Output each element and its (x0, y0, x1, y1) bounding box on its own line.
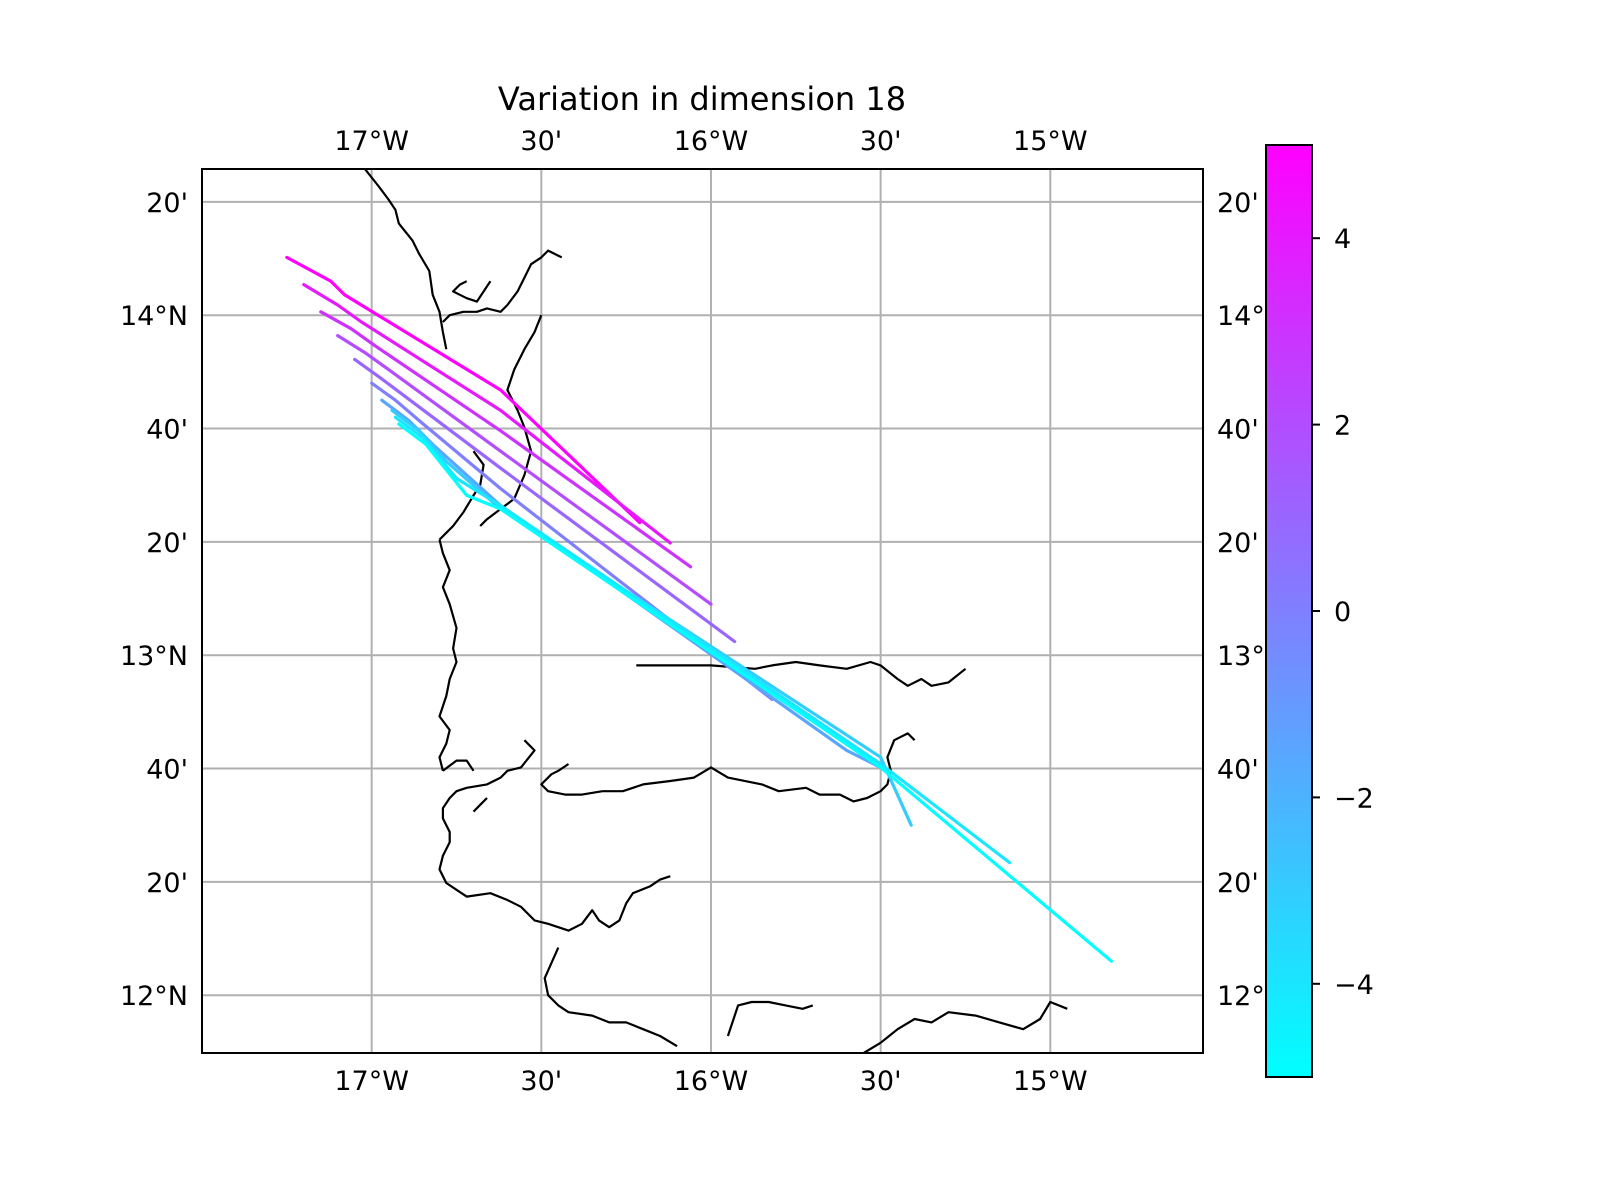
coastline-segment (472, 797, 488, 813)
lat-label-left: 20' (146, 868, 188, 899)
lon-label-top: 15°W (1013, 126, 1088, 157)
coastline-segment (438, 539, 458, 772)
colorbar-tick-label: 0 (1334, 597, 1351, 628)
coastline-segment (442, 249, 563, 323)
lon-label-top: 30' (860, 126, 902, 157)
colorbar-tick-label: 2 (1334, 411, 1351, 442)
coastline-segment (543, 947, 678, 1048)
lat-label-left: 40' (146, 415, 188, 446)
lat-label-right: 13° (1217, 641, 1265, 672)
lat-label-right: 14° (1217, 301, 1265, 332)
track-line (302, 283, 672, 545)
track-line (380, 398, 883, 769)
colorbar-ticks: 4 2 0 −2 −4 (1312, 224, 1374, 1001)
track-line (353, 357, 737, 644)
lon-label-bottom: 15°W (1013, 1066, 1088, 1097)
track-lines (285, 255, 1113, 963)
lat-label-right: 20' (1217, 528, 1259, 559)
lat-label-left: 13°N (120, 641, 188, 672)
track-line (397, 422, 1113, 963)
map-frame (201, 168, 1204, 1054)
lon-label-bottom: 30' (520, 1066, 562, 1097)
lon-label-bottom: 17°W (334, 1066, 409, 1097)
lat-label-left: 14°N (120, 301, 188, 332)
track-line (390, 408, 913, 827)
coastline-segment (863, 1000, 1068, 1053)
map-tick-labels: 17°W 17°W 30' 30' 16°W 16°W 30' 30' 15°W 15°W 20' 1… (120, 126, 1265, 1097)
lon-label-top: 30' (520, 126, 562, 157)
lat-label-right: 20' (1217, 868, 1259, 899)
lat-label-left: 40' (146, 755, 188, 786)
lon-label-bottom: 16°W (674, 1066, 749, 1097)
coastline-segment (438, 450, 485, 541)
colorbar-tick-label: −2 (1334, 783, 1374, 814)
coastline-segment (442, 759, 475, 772)
coastline-segment (726, 1000, 814, 1037)
lat-label-left: 12°N (120, 981, 188, 1012)
colorbar: 4 2 0 −2 −4 (1265, 144, 1374, 1078)
track-line (336, 334, 713, 606)
lon-label-bottom: 30' (860, 1066, 902, 1097)
colorbar-tick-label: 4 (1334, 224, 1351, 255)
colorbar-gradient (1265, 144, 1313, 1078)
lon-label-top: 16°W (674, 126, 749, 157)
coastline-segment (438, 739, 671, 932)
track-line (319, 310, 693, 569)
track-line (393, 415, 1012, 865)
coastline-segment (452, 280, 492, 303)
coastline (364, 169, 1068, 1053)
lat-label-left: 20' (146, 188, 188, 219)
map-gridlines (202, 169, 1203, 1053)
lat-label-right: 40' (1217, 415, 1259, 446)
lat-label-left: 20' (146, 528, 188, 559)
lat-label-right: 40' (1217, 755, 1259, 786)
colorbar-tick-label: −4 (1334, 970, 1374, 1001)
track-line (370, 381, 774, 701)
track-line (285, 255, 642, 525)
lon-label-top: 17°W (334, 126, 409, 157)
lat-label-right: 20' (1217, 188, 1259, 219)
chart-title: Variation in dimension 18 (498, 80, 906, 118)
lat-label-right: 12° (1217, 981, 1265, 1012)
coastline-segment (636, 660, 967, 687)
coastline-segment (364, 169, 448, 350)
